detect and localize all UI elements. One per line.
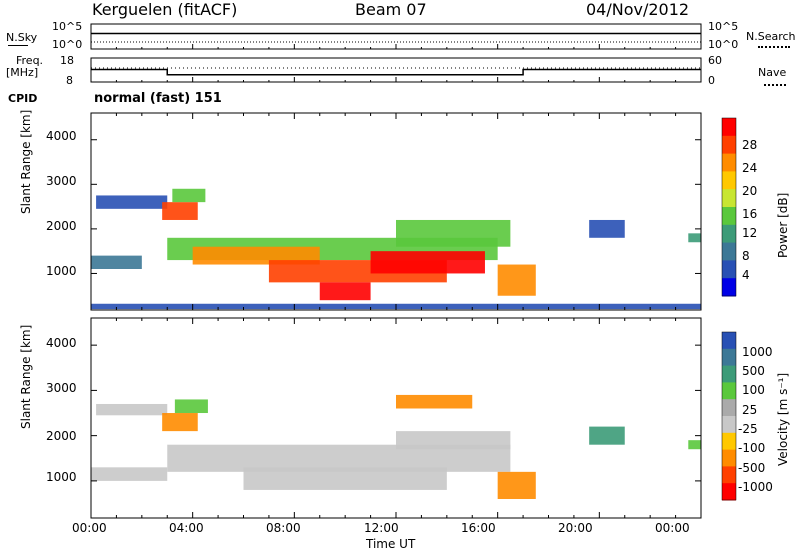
xtick-0800: 08:00	[266, 521, 301, 535]
power-echo-region	[172, 188, 206, 203]
power-ytick-1000: 1000	[46, 264, 77, 278]
freq-left-tick-bottom: 8	[66, 74, 73, 87]
velocity-ytick-2000: 2000	[46, 429, 77, 443]
power-colorbar-segment	[722, 153, 736, 172]
power-ytick-4000: 4000	[46, 129, 77, 143]
velocity-colorbar-segment	[722, 449, 736, 467]
velocity-echo-region	[396, 431, 511, 450]
power-colorbar-segment	[722, 242, 736, 261]
nsky-right-tick-top: 10^5	[708, 20, 739, 33]
velocity-echo-region	[497, 471, 536, 499]
velocity-colorbar-segment	[722, 399, 736, 417]
velocity-colorbar-segment	[722, 466, 736, 484]
nsearch-legend-line	[758, 46, 790, 48]
cpid-value: normal (fast) 151	[94, 91, 222, 106]
power-echo-region	[688, 233, 701, 243]
velocity-cbar-tick-25: 25	[742, 403, 758, 417]
power-echo-region	[162, 202, 198, 220]
station-title: Kerguelen (fitACF)	[92, 0, 238, 19]
velocity-echo-region	[174, 399, 208, 414]
power-colorbar-segment	[722, 135, 736, 155]
nave-right-tick-bottom: 0	[708, 74, 715, 87]
power-colorbar-segment	[722, 224, 736, 244]
velocity-colorbar-segment	[722, 432, 736, 451]
velocity-ytick-1000: 1000	[46, 470, 77, 484]
nsky-legend-line	[8, 45, 28, 46]
power-colorbar-segment	[722, 189, 736, 208]
velocity-echo-region	[396, 394, 473, 409]
date-title: 04/Nov/2012	[586, 0, 690, 19]
xtick-1600: 16:00	[461, 521, 496, 535]
power-ytick-2000: 2000	[46, 219, 77, 233]
velocity-cbar-tick-m1000: -1000	[738, 480, 773, 494]
power-echo-region	[396, 219, 511, 247]
power-colorbar-segment	[722, 260, 736, 279]
velocity-colorbar-segment	[722, 365, 736, 383]
power-echo-region	[319, 282, 371, 301]
velocity-ytick-4000: 4000	[46, 336, 77, 350]
power-colorbar-segment	[722, 207, 736, 226]
power-echo-region	[497, 264, 536, 296]
nsky-right-tick-bottom: 10^0	[708, 38, 739, 51]
velocity-echo-region	[96, 403, 168, 416]
nave-label: Nave	[758, 66, 787, 79]
velocity-echo-region	[243, 467, 447, 490]
velocity-colorbar-frame	[721, 331, 737, 501]
power-cbar-tick-12: 12	[742, 226, 758, 240]
beam-title: Beam 07	[355, 0, 427, 19]
freq-left-tick-top: 18	[60, 54, 74, 67]
nave-right-tick-top: 60	[708, 54, 722, 67]
x-axis-label: Time UT	[366, 537, 416, 551]
velocity-cbar-tick-m25: -25	[738, 422, 758, 436]
velocity-colorbar-segment	[722, 348, 736, 367]
power-cbar-tick-24: 24	[742, 161, 758, 175]
velocity-cbar-tick-100: 100	[742, 383, 765, 397]
velocity-cbar-tick-m100: -100	[738, 441, 766, 455]
nsearch-label: N.Search	[746, 30, 796, 43]
velocity-colorbar-segment	[722, 332, 736, 350]
velocity-cbar-tick-1000: 1000	[742, 345, 773, 359]
power-colorbar-segment	[722, 118, 736, 137]
nsky-label: N.Sky	[6, 31, 38, 44]
velocity-cbar-tick-500: 500	[742, 364, 765, 378]
velocity-echo-region	[162, 413, 198, 432]
power-echo-region	[370, 251, 485, 274]
freq-unit-label: [MHz]	[6, 66, 39, 79]
velocity-cbar-tick-m500: -500	[738, 461, 766, 475]
velocity-echo-region	[688, 440, 701, 450]
xtick-2400: 00:00	[655, 521, 690, 535]
power-colorbar-frame	[721, 117, 737, 297]
power-cbar-tick-8: 8	[742, 249, 750, 263]
power-echo-region	[589, 219, 625, 238]
cpid-label: CPID	[8, 92, 38, 105]
xtick-1200: 12:00	[364, 521, 399, 535]
nsky-left-tick-bottom: 10^0	[52, 38, 83, 51]
freq-trace	[91, 68, 701, 76]
power-cbar-tick-20: 20	[742, 184, 758, 198]
power-ytick-3000: 3000	[46, 174, 77, 188]
velocity-echo-region	[589, 426, 625, 445]
velocity-colorbar-segment	[722, 416, 736, 434]
power-cbar-tick-28: 28	[742, 138, 758, 152]
power-colorbar-segment	[722, 278, 736, 297]
freq-label: Freq.	[16, 54, 44, 67]
power-cbar-tick-16: 16	[742, 207, 758, 221]
velocity-colorbar-segment	[722, 382, 736, 400]
nave-legend-line	[764, 84, 786, 86]
power-colorbar-segment	[722, 171, 736, 190]
xtick-2000: 20:00	[558, 521, 593, 535]
velocity-colorbar-segment	[722, 483, 736, 501]
xtick-0400: 04:00	[169, 521, 204, 535]
velocity-echo-region	[91, 467, 168, 481]
power-echo-region	[91, 255, 142, 269]
power-cbar-tick-4: 4	[742, 268, 750, 282]
xtick-0000: 00:00	[72, 521, 107, 535]
velocity-ytick-3000: 3000	[46, 381, 77, 395]
nsky-left-tick-top: 10^5	[52, 20, 83, 33]
power-echo-region	[96, 195, 168, 209]
